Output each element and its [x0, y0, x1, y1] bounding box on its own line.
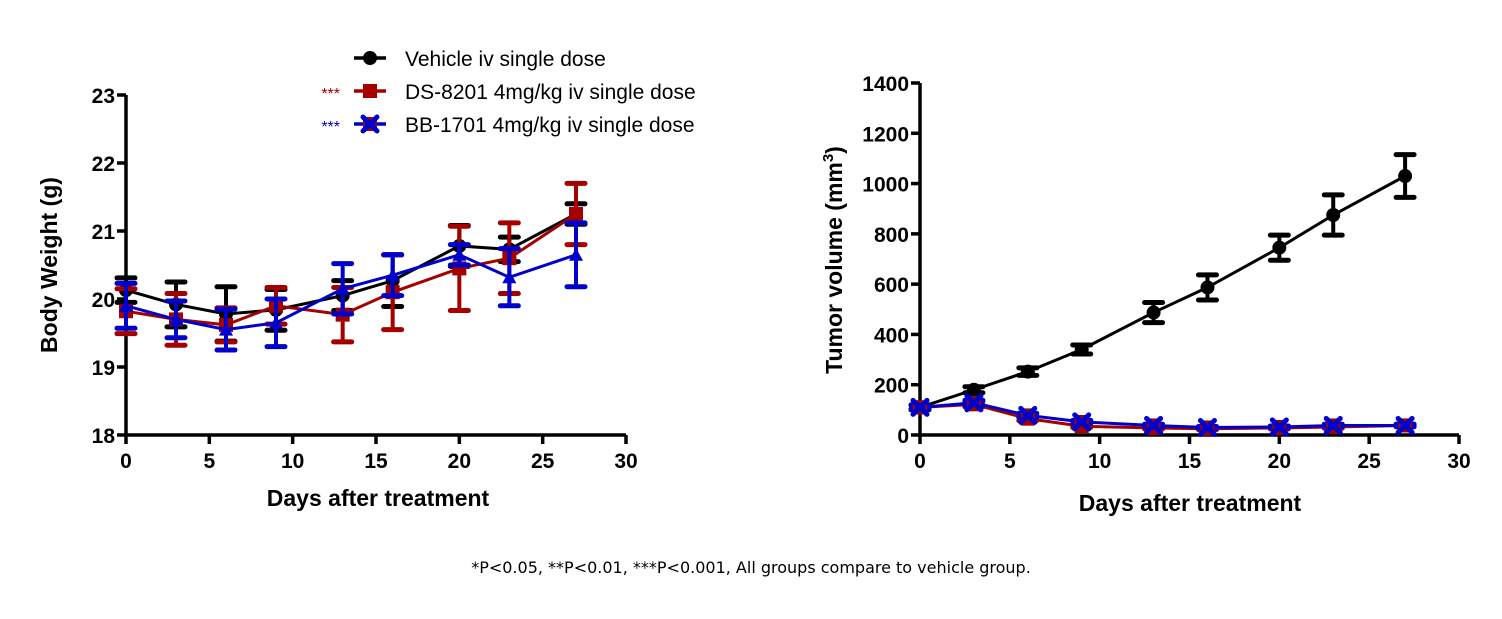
tumor-volume-y-axis-title-main: Tumor volume (mm [821, 162, 847, 374]
legend-label: DS-8201 4mg/kg iv single dose [405, 81, 696, 104]
body-weight-data-point [569, 247, 583, 261]
body-weight-data-point [169, 312, 183, 326]
tumor-volume-data-point [964, 393, 984, 413]
tumor-volume-data-point [1020, 364, 1035, 379]
tumor-volume-data-point [966, 382, 981, 397]
tumor-volume-y-tick-label: 0 [897, 425, 909, 448]
tumor-volume-data-point [1395, 415, 1415, 435]
body-weight-data-point [569, 207, 583, 221]
body-weight-data-point [452, 247, 467, 261]
tumor-volume-y-axis-title: Tumor volume (mm3) [820, 146, 847, 374]
tumor-volume-x-tick-label: 5 [1004, 450, 1016, 473]
tumor-volume-data-point [1398, 169, 1413, 184]
tumor-volume-y-tick-label: 600 [874, 274, 909, 297]
body-weight-x-tick-label: 10 [281, 450, 304, 473]
body-weight-data-point [502, 270, 517, 284]
tumor-volume-x-tick-label: 15 [1178, 450, 1202, 473]
legend-marker-circle-icon [363, 51, 377, 65]
body-weight-data-point [335, 281, 350, 295]
legend: Vehicle iv single dose *** DS-8201 4mg/kg … [321, 48, 695, 137]
legend-significance: *** [321, 86, 340, 103]
legend-item: *** DS-8201 4mg/kg iv single dose [321, 81, 695, 104]
body-weight-axes: 0 5 10 15 20 25 30 18 19 20 21 22 23 [92, 85, 638, 473]
body-weight-chart: 0 5 10 15 20 25 30 18 19 20 21 22 23 Days after trea… [36, 85, 638, 511]
tumor-volume-y-tick-label: 200 [874, 375, 909, 398]
tumor-volume-y-axis-title-end: ) [821, 146, 847, 154]
tumor-volume-x-tick-label: 25 [1357, 450, 1381, 473]
legend-item: Vehicle iv single dose [354, 48, 606, 71]
tumor-volume-data-point [1197, 417, 1217, 437]
tumor-volume-y-tick-label: 1200 [862, 123, 909, 146]
body-weight-x-tick-label: 20 [448, 450, 471, 473]
body-weight-x-tick-label: 25 [531, 450, 555, 473]
tumor-volume-y-axis-title-superscript: 3 [820, 154, 837, 162]
tumor-volume-data-point [1323, 415, 1343, 435]
body-weight-y-axis-title: Body Weight (g) [36, 177, 62, 353]
tumor-volume-data-point [1074, 342, 1089, 357]
tumor-volume-x-tick-label: 10 [1088, 450, 1111, 473]
tumor-volume-data-point [1018, 405, 1038, 425]
body-weight-data-point [119, 298, 133, 312]
body-weight-y-tick-label: 19 [92, 357, 115, 380]
legend-marker-x-icon [360, 114, 380, 134]
tumor-volume-data-point [1272, 240, 1287, 255]
tumor-volume-data [908, 152, 1417, 437]
tumor-volume-chart: 0 5 10 15 20 25 30 0 200 400 600 800 1000 1200 1400 Da… [820, 73, 1471, 516]
tumor-volume-y-tick-label: 1400 [862, 73, 909, 96]
tumor-volume-y-tick-label: 800 [874, 224, 909, 247]
body-weight-y-tick-label: 20 [92, 289, 115, 312]
tumor-volume-x-tick-label: 20 [1268, 450, 1291, 473]
tumor-volume-series-1 [908, 152, 1417, 415]
tumor-volume-x-tick-label: 0 [914, 450, 926, 473]
tumor-volume-x-tick-label: 30 [1447, 450, 1470, 473]
body-weight-x-tick-label: 30 [614, 450, 637, 473]
tumor-volume-data-point [1200, 280, 1215, 295]
body-weight-y-tick-label: 23 [92, 85, 115, 108]
tumor-volume-x-axis-title: Days after treatment [1079, 490, 1302, 516]
legend-item: *** BB-1701 4mg/kg iv single dose [321, 114, 694, 137]
body-weight-x-tick-label: 0 [120, 450, 132, 473]
body-weight-y-tick-label: 21 [92, 221, 116, 244]
body-weight-x-axis-title: Days after treatment [267, 485, 490, 511]
tumor-volume-series-3 [908, 393, 1417, 437]
tumor-volume-data-point [1144, 415, 1164, 435]
tumor-volume-data-point [1072, 412, 1092, 432]
body-weight-data-point [269, 315, 283, 329]
legend-label: BB-1701 4mg/kg iv single dose [405, 114, 695, 137]
tumor-volume-data-point [1326, 208, 1341, 222]
tumor-volume-data-point [910, 397, 930, 417]
legend-significance: *** [321, 119, 340, 136]
legend-label: Vehicle iv single dose [405, 48, 606, 71]
legend-marker-square-icon [363, 84, 377, 98]
body-weight-data-point [385, 268, 400, 282]
tumor-volume-axes: 0 5 10 15 20 25 30 0 200 400 600 800 1000 1200 1400 [862, 73, 1470, 473]
body-weight-data-point [219, 322, 233, 336]
tumor-volume-y-tick-label: 400 [874, 324, 909, 347]
tumor-volume-y-tick-label: 1000 [862, 174, 909, 197]
body-weight-series-3 [114, 220, 588, 353]
body-weight-x-tick-label: 15 [364, 450, 388, 473]
body-weight-y-tick-label: 22 [92, 153, 115, 176]
tumor-volume-data-point [1146, 305, 1161, 320]
body-weight-data [114, 180, 588, 353]
body-weight-y-tick-label: 18 [92, 425, 116, 448]
footnote: *P<0.05, **P<0.01, ***P<0.001, All group… [471, 558, 1031, 577]
tumor-volume-data-point [1269, 417, 1289, 437]
body-weight-x-tick-label: 5 [203, 450, 215, 473]
